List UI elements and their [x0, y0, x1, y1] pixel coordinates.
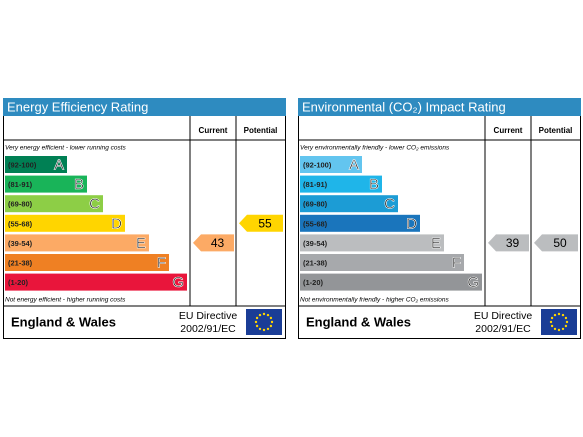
- rating-band: [300, 195, 398, 213]
- band-letter: F: [157, 254, 166, 271]
- band-letter: C: [384, 196, 395, 213]
- flag-star: [255, 324, 259, 328]
- flag-star: [258, 327, 262, 331]
- flag-star: [270, 320, 274, 324]
- potential-arrow: [534, 234, 578, 252]
- current-arrow: [488, 234, 529, 252]
- flag-star: [269, 324, 273, 328]
- band-range: (21-38): [303, 258, 328, 267]
- rating-band: [300, 156, 362, 173]
- directive: EU Directive: [179, 310, 238, 322]
- rating-band: [300, 214, 420, 232]
- band-letter: E: [136, 235, 146, 252]
- band-range: (69-80): [8, 200, 33, 209]
- band-letter: D: [111, 215, 122, 232]
- rating-band: [5, 195, 103, 213]
- band-range: (55-68): [8, 219, 33, 228]
- rating-band: [5, 175, 87, 193]
- rating-band: [300, 234, 444, 252]
- band-letter: G: [172, 274, 184, 291]
- bottom-note: Not environmentally friendly - higher CO…: [300, 297, 450, 304]
- flag-star: [564, 324, 568, 328]
- band-letter: A: [349, 156, 359, 173]
- flag-star: [550, 316, 554, 320]
- rating-band: [300, 254, 464, 271]
- flag-star: [269, 316, 273, 320]
- current-value: 43: [211, 236, 225, 250]
- current-arrow: [193, 234, 234, 252]
- flag-star: [262, 312, 266, 316]
- band-letter: D: [406, 215, 417, 232]
- band-range: (92-100): [8, 160, 37, 169]
- rating-band: [5, 273, 187, 291]
- directive: EU Directive: [474, 310, 533, 322]
- region: England & Wales: [306, 314, 411, 329]
- band-range: (1-20): [8, 278, 29, 287]
- flag-star: [561, 327, 565, 331]
- flag-star: [564, 316, 568, 320]
- band-letter: A: [54, 156, 64, 173]
- current-value: 39: [506, 236, 520, 250]
- band-letter: F: [452, 254, 461, 271]
- rating-panel: Environmental (CO₂) Impact Rating Current…: [298, 98, 581, 339]
- flag-star: [258, 313, 262, 317]
- band-range: (92-100): [303, 160, 332, 169]
- rating-band: [300, 273, 482, 291]
- band-range: (39-54): [303, 239, 328, 248]
- flag-star: [254, 320, 258, 324]
- column-header: Current: [494, 126, 523, 135]
- band-range: (81-91): [8, 180, 33, 189]
- band-range: (81-91): [303, 180, 328, 189]
- band-range: (1-20): [303, 278, 324, 287]
- panel-title: Environmental (CO₂) Impact Rating: [302, 99, 506, 114]
- flag-star: [266, 313, 270, 317]
- band-letter: B: [369, 176, 379, 193]
- rating-band: [300, 175, 382, 193]
- band-range: (69-80): [303, 200, 328, 209]
- flag-star: [553, 313, 557, 317]
- potential-arrow: [239, 214, 283, 232]
- flag-star: [561, 313, 565, 317]
- flag-star: [255, 316, 259, 320]
- top-note: Very environmentally friendly - lower CO…: [300, 145, 450, 152]
- title-bar: [298, 98, 581, 116]
- rating-band: [5, 156, 67, 173]
- rating-band: [5, 234, 149, 252]
- band-range: (55-68): [303, 219, 328, 228]
- band-letter: B: [74, 176, 84, 193]
- directive: 2002/91/EC: [180, 323, 236, 335]
- rating-band: [5, 254, 169, 271]
- flag-star: [549, 320, 553, 324]
- flag-star: [557, 328, 561, 332]
- bottom-note: Not energy efficient - higher running co…: [5, 297, 126, 304]
- directive: 2002/91/EC: [475, 323, 531, 335]
- flag-star: [565, 320, 569, 324]
- column-header: Potential: [539, 126, 573, 135]
- band-letter: E: [431, 235, 441, 252]
- flag-star: [262, 328, 266, 332]
- column-header: Current: [199, 126, 228, 135]
- band-range: (39-54): [8, 239, 33, 248]
- flag-star: [266, 327, 270, 331]
- rating-panel: Energy Efficiency Rating Current Potential…: [3, 98, 286, 339]
- band-range: (21-38): [8, 258, 33, 267]
- title-bar: [3, 98, 286, 116]
- top-note: Very energy efficient - lower running co…: [5, 145, 127, 152]
- flag-star: [557, 312, 561, 316]
- potential-value: 50: [553, 236, 567, 250]
- column-header: Potential: [244, 126, 278, 135]
- region: England & Wales: [11, 314, 116, 329]
- flag-star: [550, 324, 554, 328]
- potential-value: 55: [258, 216, 272, 230]
- panel-title: Energy Efficiency Rating: [7, 99, 148, 114]
- band-letter: C: [89, 196, 100, 213]
- flag-star: [553, 327, 557, 331]
- rating-band: [5, 214, 125, 232]
- band-letter: G: [467, 274, 479, 291]
